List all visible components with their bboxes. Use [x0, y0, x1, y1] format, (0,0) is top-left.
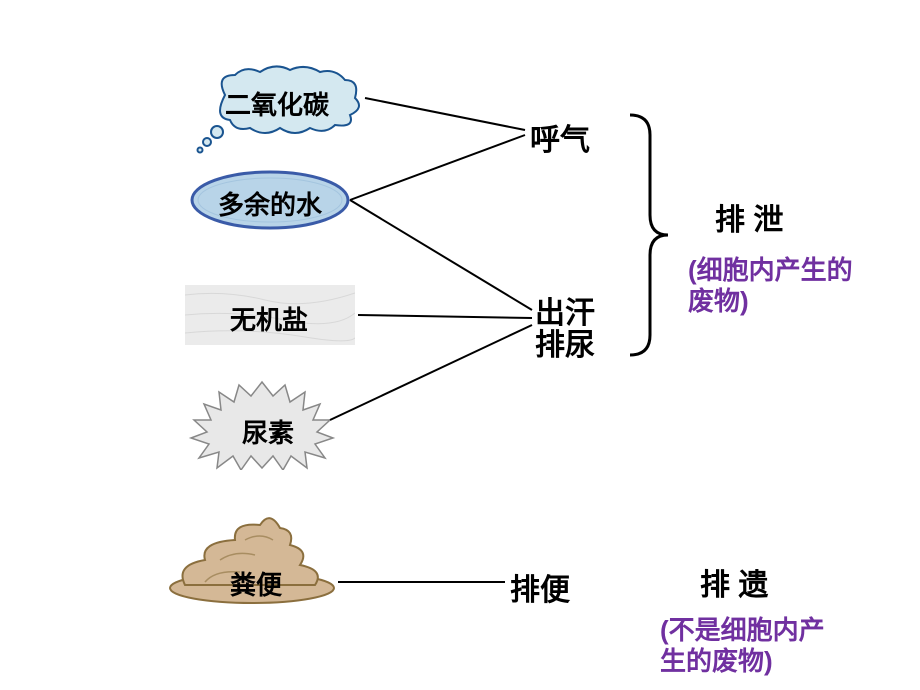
- process-urinate: 排尿: [535, 320, 595, 364]
- node-feces-label: 粪便: [230, 565, 282, 602]
- node-co2-label: 二氧化碳: [225, 85, 329, 122]
- process-defecate: 排便: [510, 565, 570, 609]
- process-breathe: 呼气: [530, 115, 590, 159]
- category-excretion-sub: (细胞内产生的废物): [688, 255, 858, 317]
- connectors: [0, 0, 920, 690]
- node-water-label: 多余的水: [218, 185, 322, 222]
- category-excretion: 排 泄: [715, 195, 783, 239]
- node-salt-label: 无机盐: [230, 300, 308, 337]
- node-urea-label: 尿素: [242, 413, 294, 450]
- category-egestion: 排 遗: [700, 560, 768, 604]
- category-egestion-sub: (不是细胞内产生的废物): [660, 615, 830, 677]
